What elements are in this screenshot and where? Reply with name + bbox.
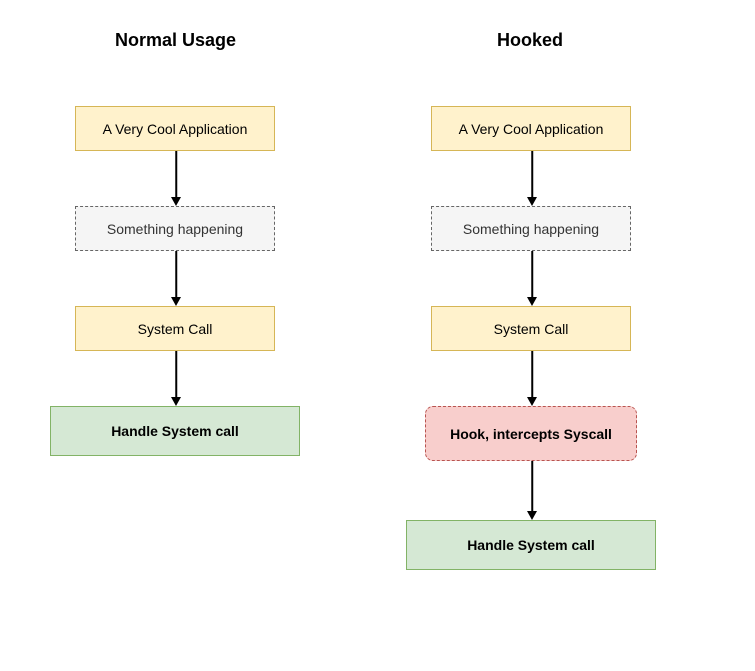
node-left-syscall: System Call	[75, 306, 275, 351]
arrow-la3	[175, 351, 177, 406]
arrow-ra3	[531, 351, 533, 406]
node-right-hook: Hook, intercepts Syscall	[425, 406, 637, 461]
arrow-la2	[175, 251, 177, 306]
column-title-left: Normal Usage	[115, 30, 236, 51]
node-left-application: A Very Cool Application	[75, 106, 275, 151]
arrow-ra2	[531, 251, 533, 306]
column-title-right: Hooked	[497, 30, 563, 51]
node-left-handle: Handle System call	[50, 406, 300, 456]
node-right-syscall: System Call	[431, 306, 631, 351]
node-right-application: A Very Cool Application	[431, 106, 631, 151]
arrow-ra1	[531, 151, 533, 206]
node-right-handle: Handle System call	[406, 520, 656, 570]
node-left-something: Something happening	[75, 206, 275, 251]
node-right-something: Something happening	[431, 206, 631, 251]
arrow-la1	[175, 151, 177, 206]
arrow-ra4	[531, 461, 533, 520]
